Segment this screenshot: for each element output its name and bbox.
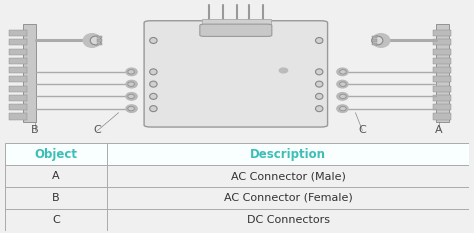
Ellipse shape <box>126 105 137 112</box>
Bar <box>9 113 27 120</box>
Bar <box>372 43 377 45</box>
Ellipse shape <box>150 106 157 112</box>
Bar <box>433 113 451 120</box>
Text: A: A <box>435 125 443 135</box>
Bar <box>372 39 377 41</box>
Ellipse shape <box>316 93 323 99</box>
Bar <box>433 30 451 36</box>
Bar <box>433 48 451 55</box>
Ellipse shape <box>337 105 348 112</box>
Ellipse shape <box>128 94 134 99</box>
Ellipse shape <box>340 82 346 86</box>
Bar <box>97 43 102 45</box>
Text: Object: Object <box>34 148 77 161</box>
FancyBboxPatch shape <box>144 21 328 127</box>
Bar <box>5 143 469 165</box>
Ellipse shape <box>337 93 348 100</box>
Text: B: B <box>31 125 39 135</box>
Bar <box>9 95 27 101</box>
Bar <box>97 39 102 41</box>
Bar <box>433 39 451 45</box>
Bar <box>433 76 451 82</box>
Text: AC Connector (Male): AC Connector (Male) <box>231 171 346 181</box>
Bar <box>433 104 451 110</box>
Bar <box>433 58 451 64</box>
Ellipse shape <box>126 68 137 75</box>
Bar <box>433 86 451 92</box>
Ellipse shape <box>316 81 323 87</box>
Ellipse shape <box>316 106 323 112</box>
Bar <box>372 36 377 38</box>
Bar <box>9 39 27 45</box>
Ellipse shape <box>150 93 157 99</box>
Bar <box>436 24 449 122</box>
Bar <box>9 76 27 82</box>
Bar <box>9 48 27 55</box>
Ellipse shape <box>337 80 348 88</box>
Bar <box>97 36 102 38</box>
Ellipse shape <box>316 38 323 44</box>
Ellipse shape <box>316 69 323 75</box>
FancyBboxPatch shape <box>200 24 272 36</box>
Bar <box>202 19 271 27</box>
Ellipse shape <box>150 69 157 75</box>
Text: DC Connectors: DC Connectors <box>246 215 329 225</box>
Ellipse shape <box>128 70 134 74</box>
Bar <box>9 30 27 36</box>
Text: A: A <box>52 171 60 181</box>
Ellipse shape <box>337 68 348 75</box>
Ellipse shape <box>126 80 137 88</box>
Text: AC Connector (Female): AC Connector (Female) <box>224 193 353 203</box>
Text: C: C <box>94 125 101 135</box>
Ellipse shape <box>90 36 101 45</box>
Ellipse shape <box>340 106 346 111</box>
Bar <box>433 67 451 73</box>
Ellipse shape <box>83 34 101 47</box>
Bar <box>433 95 451 101</box>
Ellipse shape <box>340 94 346 99</box>
Text: C: C <box>52 215 60 225</box>
Ellipse shape <box>372 34 390 47</box>
Bar <box>9 86 27 92</box>
Ellipse shape <box>372 36 383 45</box>
Text: B: B <box>52 193 60 203</box>
Bar <box>9 58 27 64</box>
Ellipse shape <box>340 70 346 74</box>
Ellipse shape <box>128 82 134 86</box>
Text: Description: Description <box>250 148 326 161</box>
Ellipse shape <box>279 68 288 73</box>
Ellipse shape <box>150 81 157 87</box>
Ellipse shape <box>128 106 134 111</box>
Bar <box>23 24 36 122</box>
Bar <box>9 67 27 73</box>
Ellipse shape <box>126 93 137 100</box>
Text: C: C <box>358 125 366 135</box>
Ellipse shape <box>150 38 157 44</box>
Bar <box>9 104 27 110</box>
